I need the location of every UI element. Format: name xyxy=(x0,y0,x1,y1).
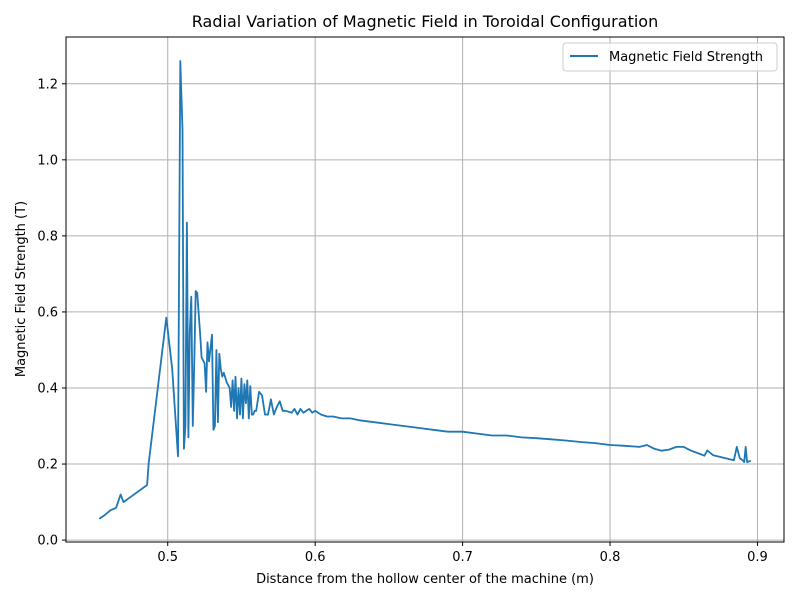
y-tick-label: 0.4 xyxy=(37,381,58,396)
x-tick-label: 0.5 xyxy=(157,550,178,565)
x-tick-label: 0.6 xyxy=(305,550,326,565)
y-tick-label: 0.2 xyxy=(37,458,58,473)
y-tick-label: 0.6 xyxy=(37,305,58,320)
y-tick-label: 1.2 xyxy=(37,77,58,92)
series-layer xyxy=(99,60,751,520)
legend-label: Magnetic Field Strength xyxy=(609,50,763,65)
legend: Magnetic Field Strength xyxy=(562,42,778,72)
grid xyxy=(66,37,784,542)
legend-box xyxy=(562,42,778,72)
y-axis-label: Magnetic Field Strength (T) xyxy=(14,201,29,377)
x-axis-label: Distance from the hollow center of the m… xyxy=(256,572,594,587)
y-tick-label: 0.8 xyxy=(37,229,58,244)
plot-frame xyxy=(65,36,785,543)
x-tick-label: 0.8 xyxy=(600,550,621,565)
y-tick-label: 0.0 xyxy=(37,534,58,549)
x-tick-label: 0.9 xyxy=(747,550,768,565)
chart-title: Radial Variation of Magnetic Field in To… xyxy=(192,12,658,31)
ticks: 0.5 0.6 0.7 0.8 0.9 0.0 0.2 0.4 0.6 0.8 1.0 1.2 xyxy=(37,77,767,565)
x-tick-label: 0.7 xyxy=(452,550,473,565)
y-tick-label: 1.0 xyxy=(37,153,58,168)
series-line xyxy=(99,60,751,520)
